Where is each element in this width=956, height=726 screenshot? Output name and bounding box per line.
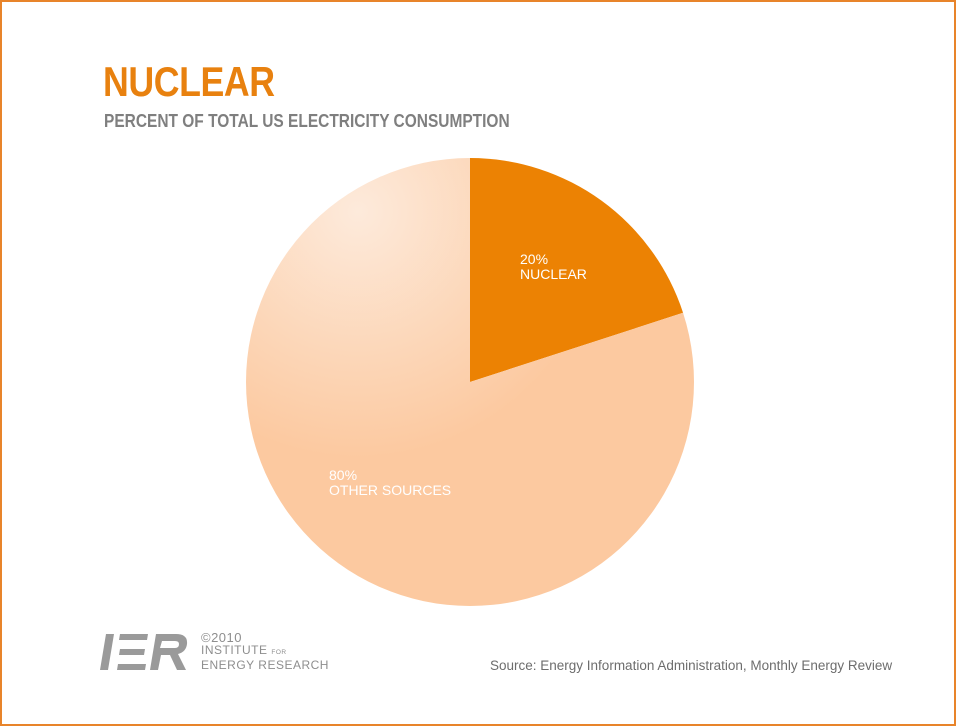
logo-text: ©2010 INSTITUTE FOR ENERGY RESEARCH	[201, 631, 329, 672]
pie-slices	[246, 158, 694, 607]
pie-slice-other-sources	[246, 158, 694, 607]
slice-value-label: 80%	[329, 467, 357, 483]
slice-category-label: NUCLEAR	[520, 266, 587, 282]
logo-letter-i-mark	[100, 634, 114, 670]
slice-category-label: OTHER SOURCES	[329, 482, 451, 498]
logo-letter-e-bottom-mark	[117, 664, 146, 670]
logo-line-2: ENERGY RESEARCH	[201, 658, 329, 672]
logo-copyright: ©2010	[201, 630, 242, 645]
ier-logo	[100, 634, 188, 670]
logo-letter-e-mid-mark	[119, 649, 145, 655]
logo-for: FOR	[271, 649, 287, 656]
logo-letter-e-top-mark	[119, 634, 148, 640]
source-note: Source: Energy Information Administratio…	[490, 658, 893, 673]
logo-institute: INSTITUTE	[201, 643, 268, 657]
chart-subtitle: PERCENT OF TOTAL US ELECTRICITY CONSUMPT…	[104, 111, 510, 131]
logo-letter-r-mark	[150, 634, 188, 670]
pie-labels: 20%NUCLEAR 80%OTHER SOURCES	[329, 251, 587, 498]
pie-slice-nuclear	[470, 158, 684, 382]
logo-line-1: INSTITUTE FOR	[201, 644, 329, 659]
chart-title: NUCLEAR	[103, 58, 275, 105]
slice-value-label: 20%	[520, 251, 548, 267]
